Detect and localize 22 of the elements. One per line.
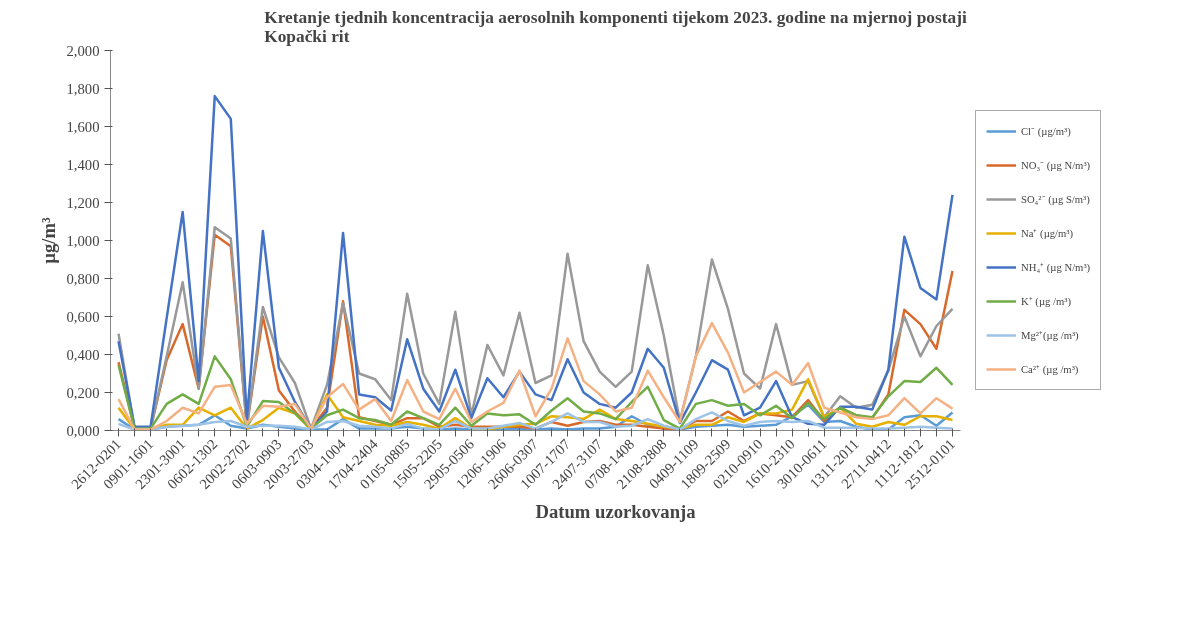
y-tick-label: 0,400 <box>66 346 100 363</box>
y-tick-label: 0,200 <box>66 384 100 401</box>
legend-label: K⁺ (µg /m³) <box>1021 295 1072 308</box>
legend-label: Ca²⁺ (µg /m³) <box>1021 363 1079 376</box>
y-tick-label: 0,000 <box>66 422 100 439</box>
x-axis-title: Datum uzorkovanja <box>535 501 697 523</box>
chart-title: Kretanje tjednih koncentracija aerosolnih komponenti tijekom 2023. godine na mjernoj postaji Kopački rit <box>264 7 967 46</box>
y-tick-label: 1,000 <box>66 232 100 249</box>
legend-label: Cl⁻ (µg/m³) <box>1021 125 1071 138</box>
y-tick-label: 1,200 <box>66 194 100 211</box>
legend-label: Na⁺ (µg/m³) <box>1021 227 1074 240</box>
y-tick-label: 1,600 <box>66 118 100 135</box>
y-tick-label: 2,000 <box>66 42 100 59</box>
legend-label: Mg²⁺(µg /m³) <box>1021 329 1079 342</box>
legend-label: SO₄²⁻ (µg S/m³) <box>1021 193 1090 206</box>
legend-label: NH₄⁺ (µg N/m³) <box>1021 261 1091 274</box>
y-tick-label: 1,400 <box>66 156 100 173</box>
y-tick-label: 0,600 <box>66 308 100 325</box>
y-tick-label: 1,800 <box>66 80 100 97</box>
y-tick-label: 0,800 <box>66 270 100 287</box>
y-axis-title: µg/m³ <box>37 216 59 264</box>
legend-label: NO₃⁻ (µg N/m³) <box>1021 159 1091 172</box>
